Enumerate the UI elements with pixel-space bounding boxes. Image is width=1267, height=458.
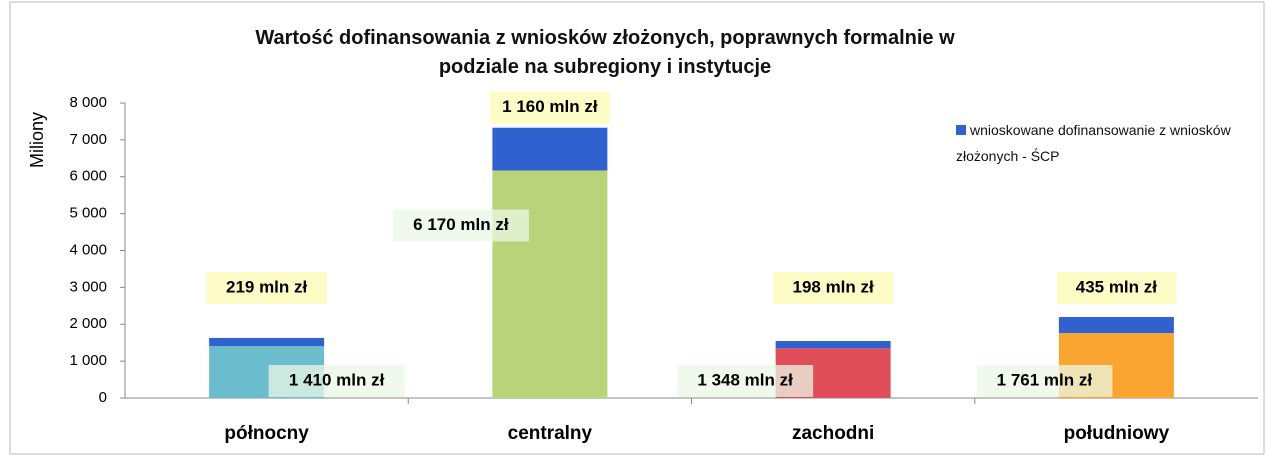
- label-box: [1056, 272, 1177, 304]
- y-tick-label: 4 000: [69, 241, 107, 258]
- bar-segment: [492, 170, 608, 398]
- data-label: 198 mln zł: [792, 277, 874, 296]
- chart-title: Wartość dofinansowania z wniosków złożon…: [255, 27, 955, 78]
- x-tick-label: zachodni: [792, 423, 874, 444]
- legend-label: wnioskowane dofinansowanie z wniosków zł…: [956, 122, 1231, 164]
- label-box: [206, 272, 327, 304]
- data-label: 1 410 mln zł: [289, 370, 385, 389]
- y-tick-label: 7 000: [69, 131, 107, 148]
- y-tick-label: 5 000: [69, 205, 107, 222]
- label-box: [392, 209, 529, 242]
- label-box: [773, 272, 894, 304]
- bar-segment: [492, 127, 608, 171]
- y-tick-label: 2 000: [69, 315, 107, 332]
- bar-segment: [1058, 317, 1174, 334]
- y-axis-label: Miliony: [27, 112, 47, 168]
- x-tick-label: północny: [224, 423, 309, 444]
- y-tick-label: 1 000: [69, 352, 107, 369]
- legend: wnioskowane dofinansowanie z wniosków zł…: [956, 117, 1246, 169]
- x-tick-label: centralny: [508, 423, 593, 444]
- bar-segment: [775, 340, 891, 349]
- x-tick-label: południowy: [1064, 423, 1170, 444]
- bar-segment: [209, 337, 325, 347]
- data-label: 1 160 mln zł: [502, 97, 598, 116]
- chart-border: [9, 1, 1265, 455]
- label-box: [677, 365, 814, 397]
- label-box: [268, 365, 405, 397]
- label-box: [489, 91, 610, 124]
- data-label: 1 761 mln zł: [997, 370, 1093, 389]
- data-label: 435 mln zł: [1076, 277, 1158, 296]
- data-label: 1 348 mln zł: [697, 370, 793, 389]
- legend-swatch: [956, 125, 966, 135]
- data-label: 6 170 mln zł: [413, 215, 509, 234]
- y-tick-label: 3 000: [69, 278, 107, 295]
- data-label: 219 mln zł: [226, 277, 308, 296]
- y-tick-label: 8 000: [69, 94, 107, 111]
- y-tick-label: 0: [99, 389, 107, 406]
- label-box: [976, 365, 1113, 397]
- y-tick-label: 6 000: [69, 168, 107, 185]
